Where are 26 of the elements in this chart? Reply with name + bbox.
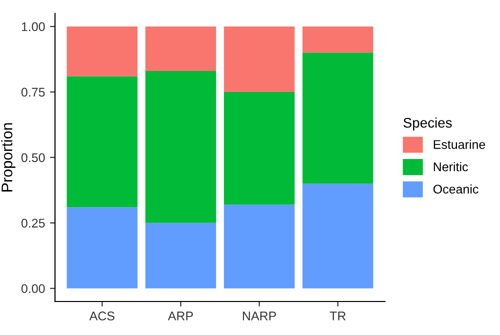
bar — [145, 71, 216, 223]
bar — [145, 222, 216, 288]
legend-title: Species — [403, 118, 452, 130]
y-axis-title: Proportion — [1, 123, 16, 192]
bar — [66, 207, 138, 288]
bar — [66, 76, 138, 208]
y-tick-label: 1.00 — [22, 22, 45, 32]
y-tick-label: 0.50 — [21, 153, 45, 162]
y-tick-label: 0.25 — [21, 218, 45, 228]
legend-label: Oceanic — [433, 184, 478, 194]
bar — [224, 92, 295, 205]
bar — [224, 204, 295, 288]
x-tick-label: NARP — [242, 312, 276, 320]
legend-label: Estuarine — [434, 140, 486, 149]
y-tick-label: 0.00 — [21, 284, 45, 294]
x-tick-label: ARP — [168, 312, 193, 320]
bar — [224, 26, 295, 92]
y-tick-label: 0.75 — [21, 88, 45, 97]
bar — [145, 26, 216, 72]
x-tick-label: ACS — [89, 312, 114, 320]
bar — [66, 26, 138, 76]
x-tick-label: TR — [330, 312, 346, 320]
bar — [302, 184, 374, 288]
bar — [302, 26, 374, 53]
bar — [302, 52, 374, 184]
legend-label: Neritic — [434, 162, 468, 172]
